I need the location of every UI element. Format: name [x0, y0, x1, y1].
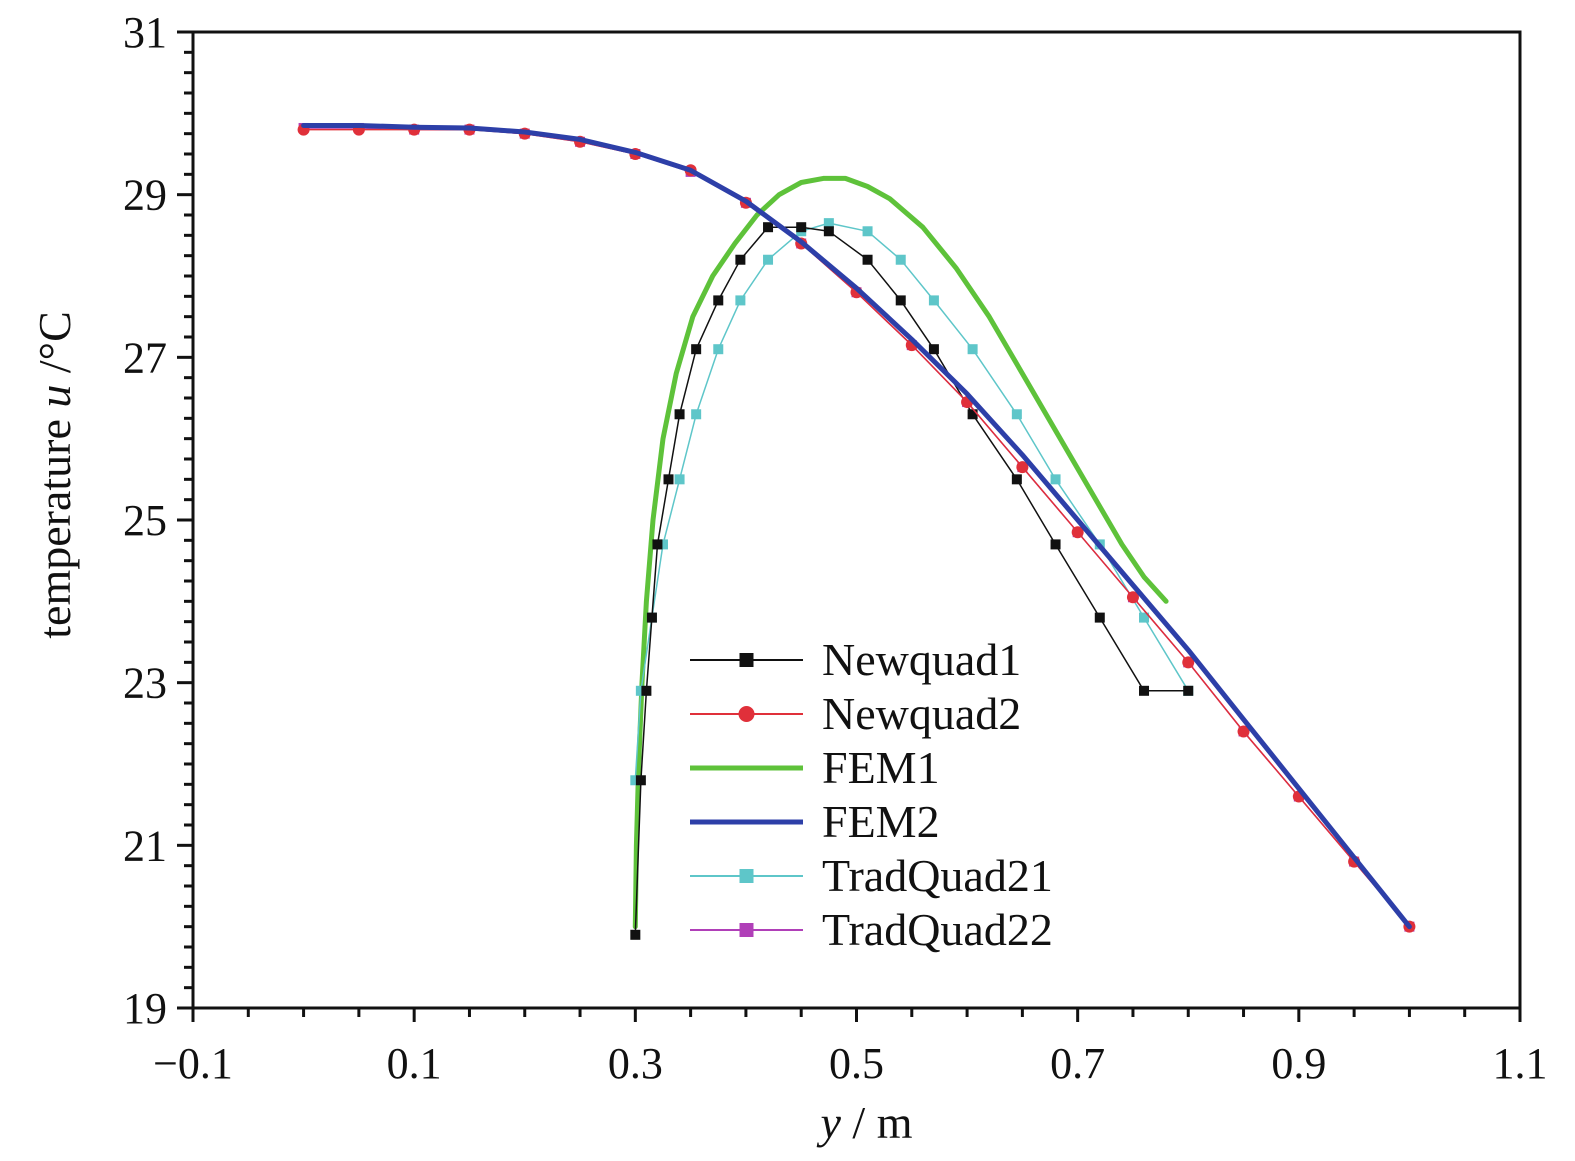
data-point — [735, 254, 746, 265]
data-point — [928, 344, 939, 355]
series-fem1 — [632, 175, 1169, 930]
x-tick-label: −0.1 — [153, 1039, 233, 1088]
data-point — [713, 295, 724, 306]
legend-item: Newquad1 — [690, 634, 1021, 685]
data-point — [691, 344, 702, 355]
series-line — [632, 175, 1169, 930]
data-point — [862, 254, 873, 265]
legend: Newquad1Newquad2FEM1FEM2TradQuad21TradQu… — [690, 634, 1053, 955]
series-layer — [297, 122, 1416, 940]
data-point — [691, 409, 702, 420]
ticks-layer — [177, 30, 1522, 1022]
x-tick-label: 0.9 — [1271, 1039, 1326, 1088]
data-point — [739, 869, 754, 883]
data-point — [823, 218, 834, 229]
legend-label: FEM1 — [822, 742, 940, 793]
x-axis-title: y / m — [817, 1097, 913, 1148]
data-point — [1071, 526, 1084, 539]
data-point — [738, 706, 755, 722]
data-point — [967, 344, 978, 355]
y-tick-label: 27 — [123, 333, 167, 382]
legend-item: Newquad2 — [690, 688, 1021, 739]
data-point — [967, 409, 978, 420]
y-tick-label: 31 — [123, 8, 167, 57]
data-point — [763, 222, 774, 233]
y-tick-label: 25 — [123, 496, 167, 545]
x-tick-label: 1.1 — [1493, 1039, 1548, 1088]
data-point — [1139, 612, 1150, 623]
x-axis-unit: / m — [852, 1097, 912, 1148]
y-axis-unit: /°C — [29, 311, 80, 384]
data-point — [657, 539, 668, 550]
data-point — [1183, 685, 1194, 696]
data-point — [663, 474, 674, 485]
series-fem2 — [301, 123, 1412, 930]
data-point — [1139, 685, 1150, 696]
data-point — [635, 685, 646, 696]
data-point — [823, 226, 834, 237]
data-point — [895, 295, 906, 306]
data-point — [635, 775, 646, 786]
data-point — [674, 409, 685, 420]
series-line — [634, 222, 1190, 782]
legend-label: Newquad2 — [822, 688, 1021, 739]
y-tick-label: 21 — [123, 821, 167, 870]
series-line — [301, 123, 1412, 930]
y-tick-label: 29 — [123, 171, 167, 220]
data-point — [1011, 409, 1022, 420]
x-tick-label: 0.3 — [608, 1039, 663, 1088]
data-point — [739, 923, 754, 937]
data-point — [1094, 612, 1105, 623]
x-tick-label: 0.1 — [387, 1039, 442, 1088]
data-point — [1050, 539, 1061, 550]
y-axis-variable: u — [29, 385, 80, 408]
data-point — [1182, 656, 1195, 669]
data-point — [674, 474, 685, 485]
legend-label: FEM2 — [822, 796, 940, 847]
data-point — [1016, 461, 1029, 474]
data-point — [652, 539, 663, 550]
data-point — [763, 254, 774, 265]
legend-item: TradQuad21 — [690, 850, 1053, 901]
data-point — [1050, 474, 1061, 485]
x-tick-label: 0.5 — [829, 1039, 884, 1088]
labels-layer: −0.1 0.1 0.3 0.5 0.7 0.9 1.1 19 21 23 25 27 29 31 — [123, 8, 1548, 1088]
y-axis-prefix: temperature — [29, 408, 80, 639]
legend-item: FEM1 — [690, 742, 940, 793]
data-point — [796, 222, 807, 233]
data-point — [646, 612, 657, 623]
legend-label: TradQuad22 — [822, 904, 1053, 955]
data-point — [713, 344, 724, 355]
y-tick-label: 19 — [123, 984, 167, 1033]
data-point — [1126, 591, 1139, 604]
legend-label: Newquad1 — [822, 634, 1021, 685]
data-point — [928, 295, 939, 306]
data-point — [630, 929, 641, 940]
x-axis-variable: y — [817, 1097, 842, 1148]
data-point — [641, 685, 652, 696]
data-point — [862, 226, 873, 237]
legend-item: FEM2 — [690, 796, 940, 847]
data-point — [1011, 474, 1022, 485]
y-tick-label: 23 — [123, 659, 167, 708]
data-point — [895, 254, 906, 265]
legend-item: TradQuad22 — [690, 904, 1053, 955]
x-tick-label: 0.7 — [1050, 1039, 1105, 1088]
data-point — [630, 775, 641, 786]
data-point — [735, 295, 746, 306]
data-point — [739, 653, 754, 667]
data-point — [1237, 725, 1250, 738]
y-axis-title: temperature u /°C — [29, 311, 80, 639]
legend-label: TradQuad21 — [822, 850, 1053, 901]
